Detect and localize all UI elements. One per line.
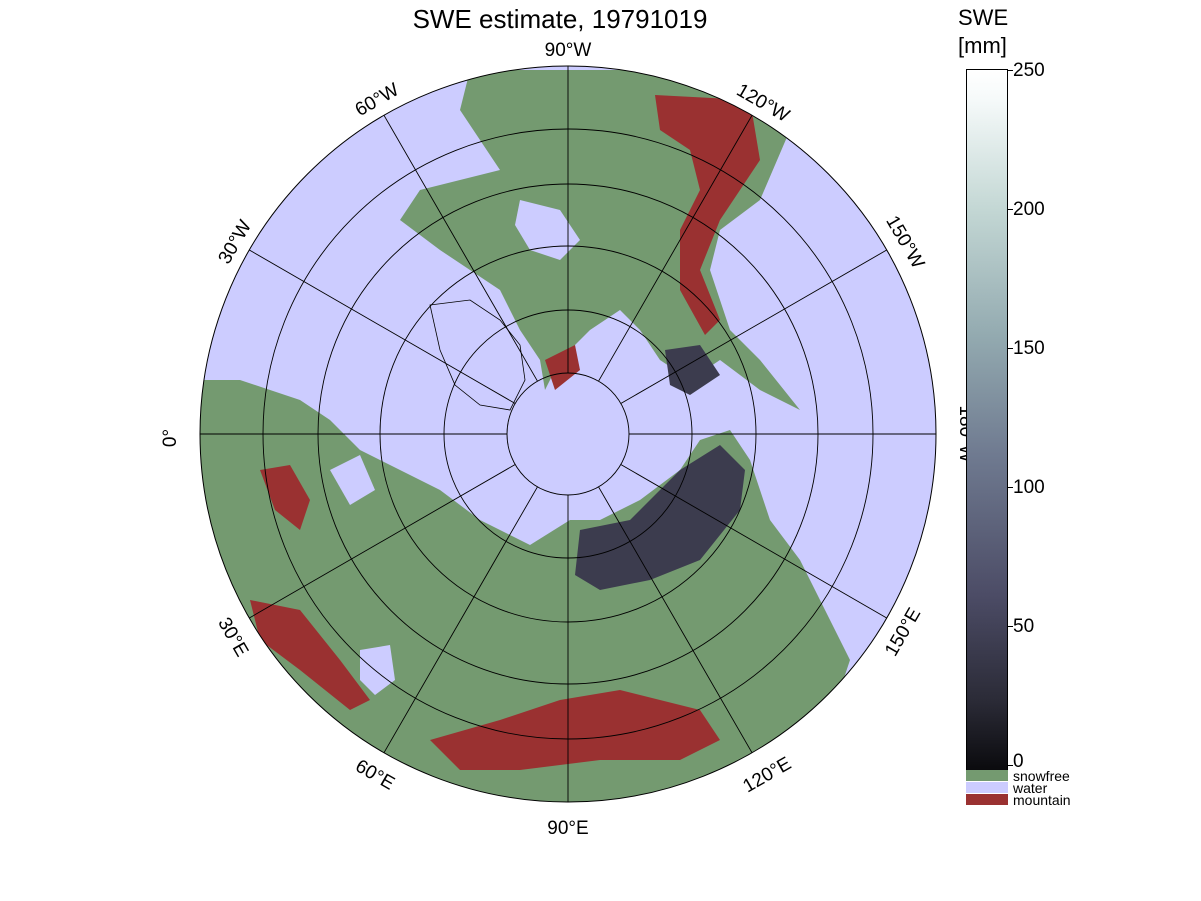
- legend-swatch-snowfree: [966, 770, 1008, 781]
- legend-swatch-mountain: [966, 794, 1008, 805]
- legend-label-snowfree: snowfree: [1013, 768, 1070, 784]
- colorbar-label-100: 100: [1013, 477, 1045, 498]
- meridians: [200, 66, 936, 802]
- mountain-alps: [250, 600, 370, 710]
- lon-label-0: 0°: [160, 429, 181, 447]
- lon-label-90w: 90°W: [545, 40, 592, 61]
- mountain-rockies: [655, 95, 760, 335]
- colorbar: [966, 69, 1008, 771]
- lon-label-90e: 90°E: [547, 818, 588, 839]
- mountain-scandinavia: [260, 465, 310, 530]
- colorbar-tick: [1007, 348, 1013, 349]
- colorbar-title: SWE [mm]: [958, 4, 1008, 60]
- legend-label-mountain: mountain: [1013, 792, 1071, 808]
- graticule: [199, 65, 937, 803]
- colorbar-label-50: 50: [1013, 616, 1035, 637]
- colorbar-tick: [1007, 70, 1013, 71]
- legend-swatch-water: [966, 782, 1008, 793]
- mountain-greenland-edge: [545, 345, 580, 390]
- colorbar-tick: [1007, 209, 1013, 210]
- colorbar-label-200: 200: [1013, 199, 1045, 220]
- legend-label-water: water: [1013, 780, 1048, 796]
- map-title: SWE estimate, 19791019: [412, 4, 708, 34]
- lon-label-120e: 120°E: [739, 753, 795, 797]
- water-baltic: [330, 455, 375, 505]
- water-caspian: [360, 645, 395, 695]
- colorbar-tick: [1007, 487, 1013, 488]
- mountain-himalaya: [430, 690, 720, 770]
- water-hudson-bay: [515, 200, 580, 260]
- lon-label-60e: 60°E: [352, 756, 398, 795]
- colorbar-label-250: 250: [1013, 60, 1045, 81]
- colorbar-title-line1: SWE: [958, 5, 1009, 30]
- colorbar-tick: [1007, 626, 1013, 627]
- colorbar-label-150: 150: [1013, 338, 1045, 359]
- land-greenland: [429, 299, 526, 411]
- map-disc: [200, 66, 936, 802]
- snow-north-america: [665, 345, 720, 395]
- colorbar-title-line2: [mm]: [958, 33, 1007, 58]
- lon-label-30e: 30°E: [213, 614, 252, 660]
- colorbar-tick: [1007, 765, 1013, 766]
- colorbar-label-0: 0: [1013, 751, 1024, 772]
